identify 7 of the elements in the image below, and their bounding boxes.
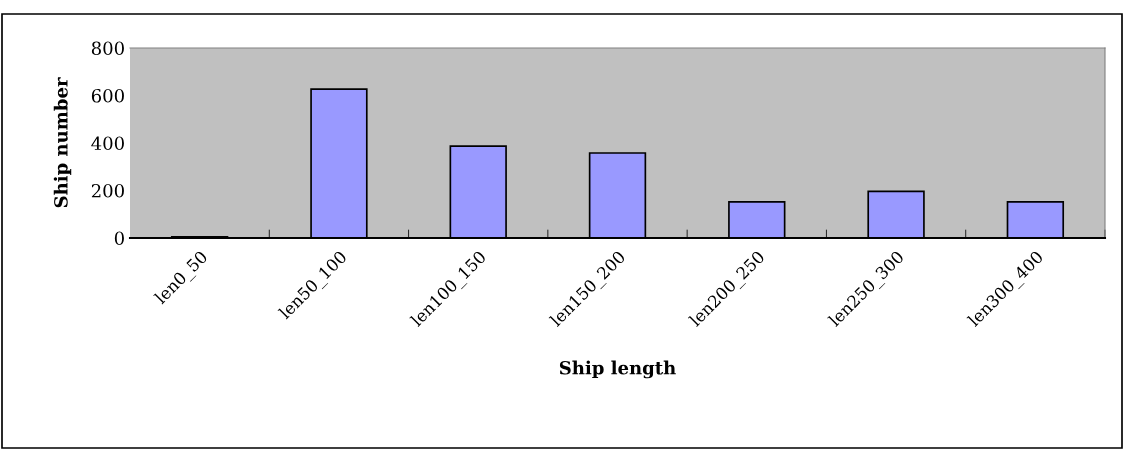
y-tick-label: 800 [91,41,124,56]
y-axis-title: Ship number [53,77,72,208]
y-tick-label: 400 [91,136,124,151]
y-tick-label: 200 [91,183,124,198]
y-tick-label: 600 [91,88,124,103]
x-axis-title: Ship length [559,360,676,379]
y-tick-label: 0 [114,231,124,246]
